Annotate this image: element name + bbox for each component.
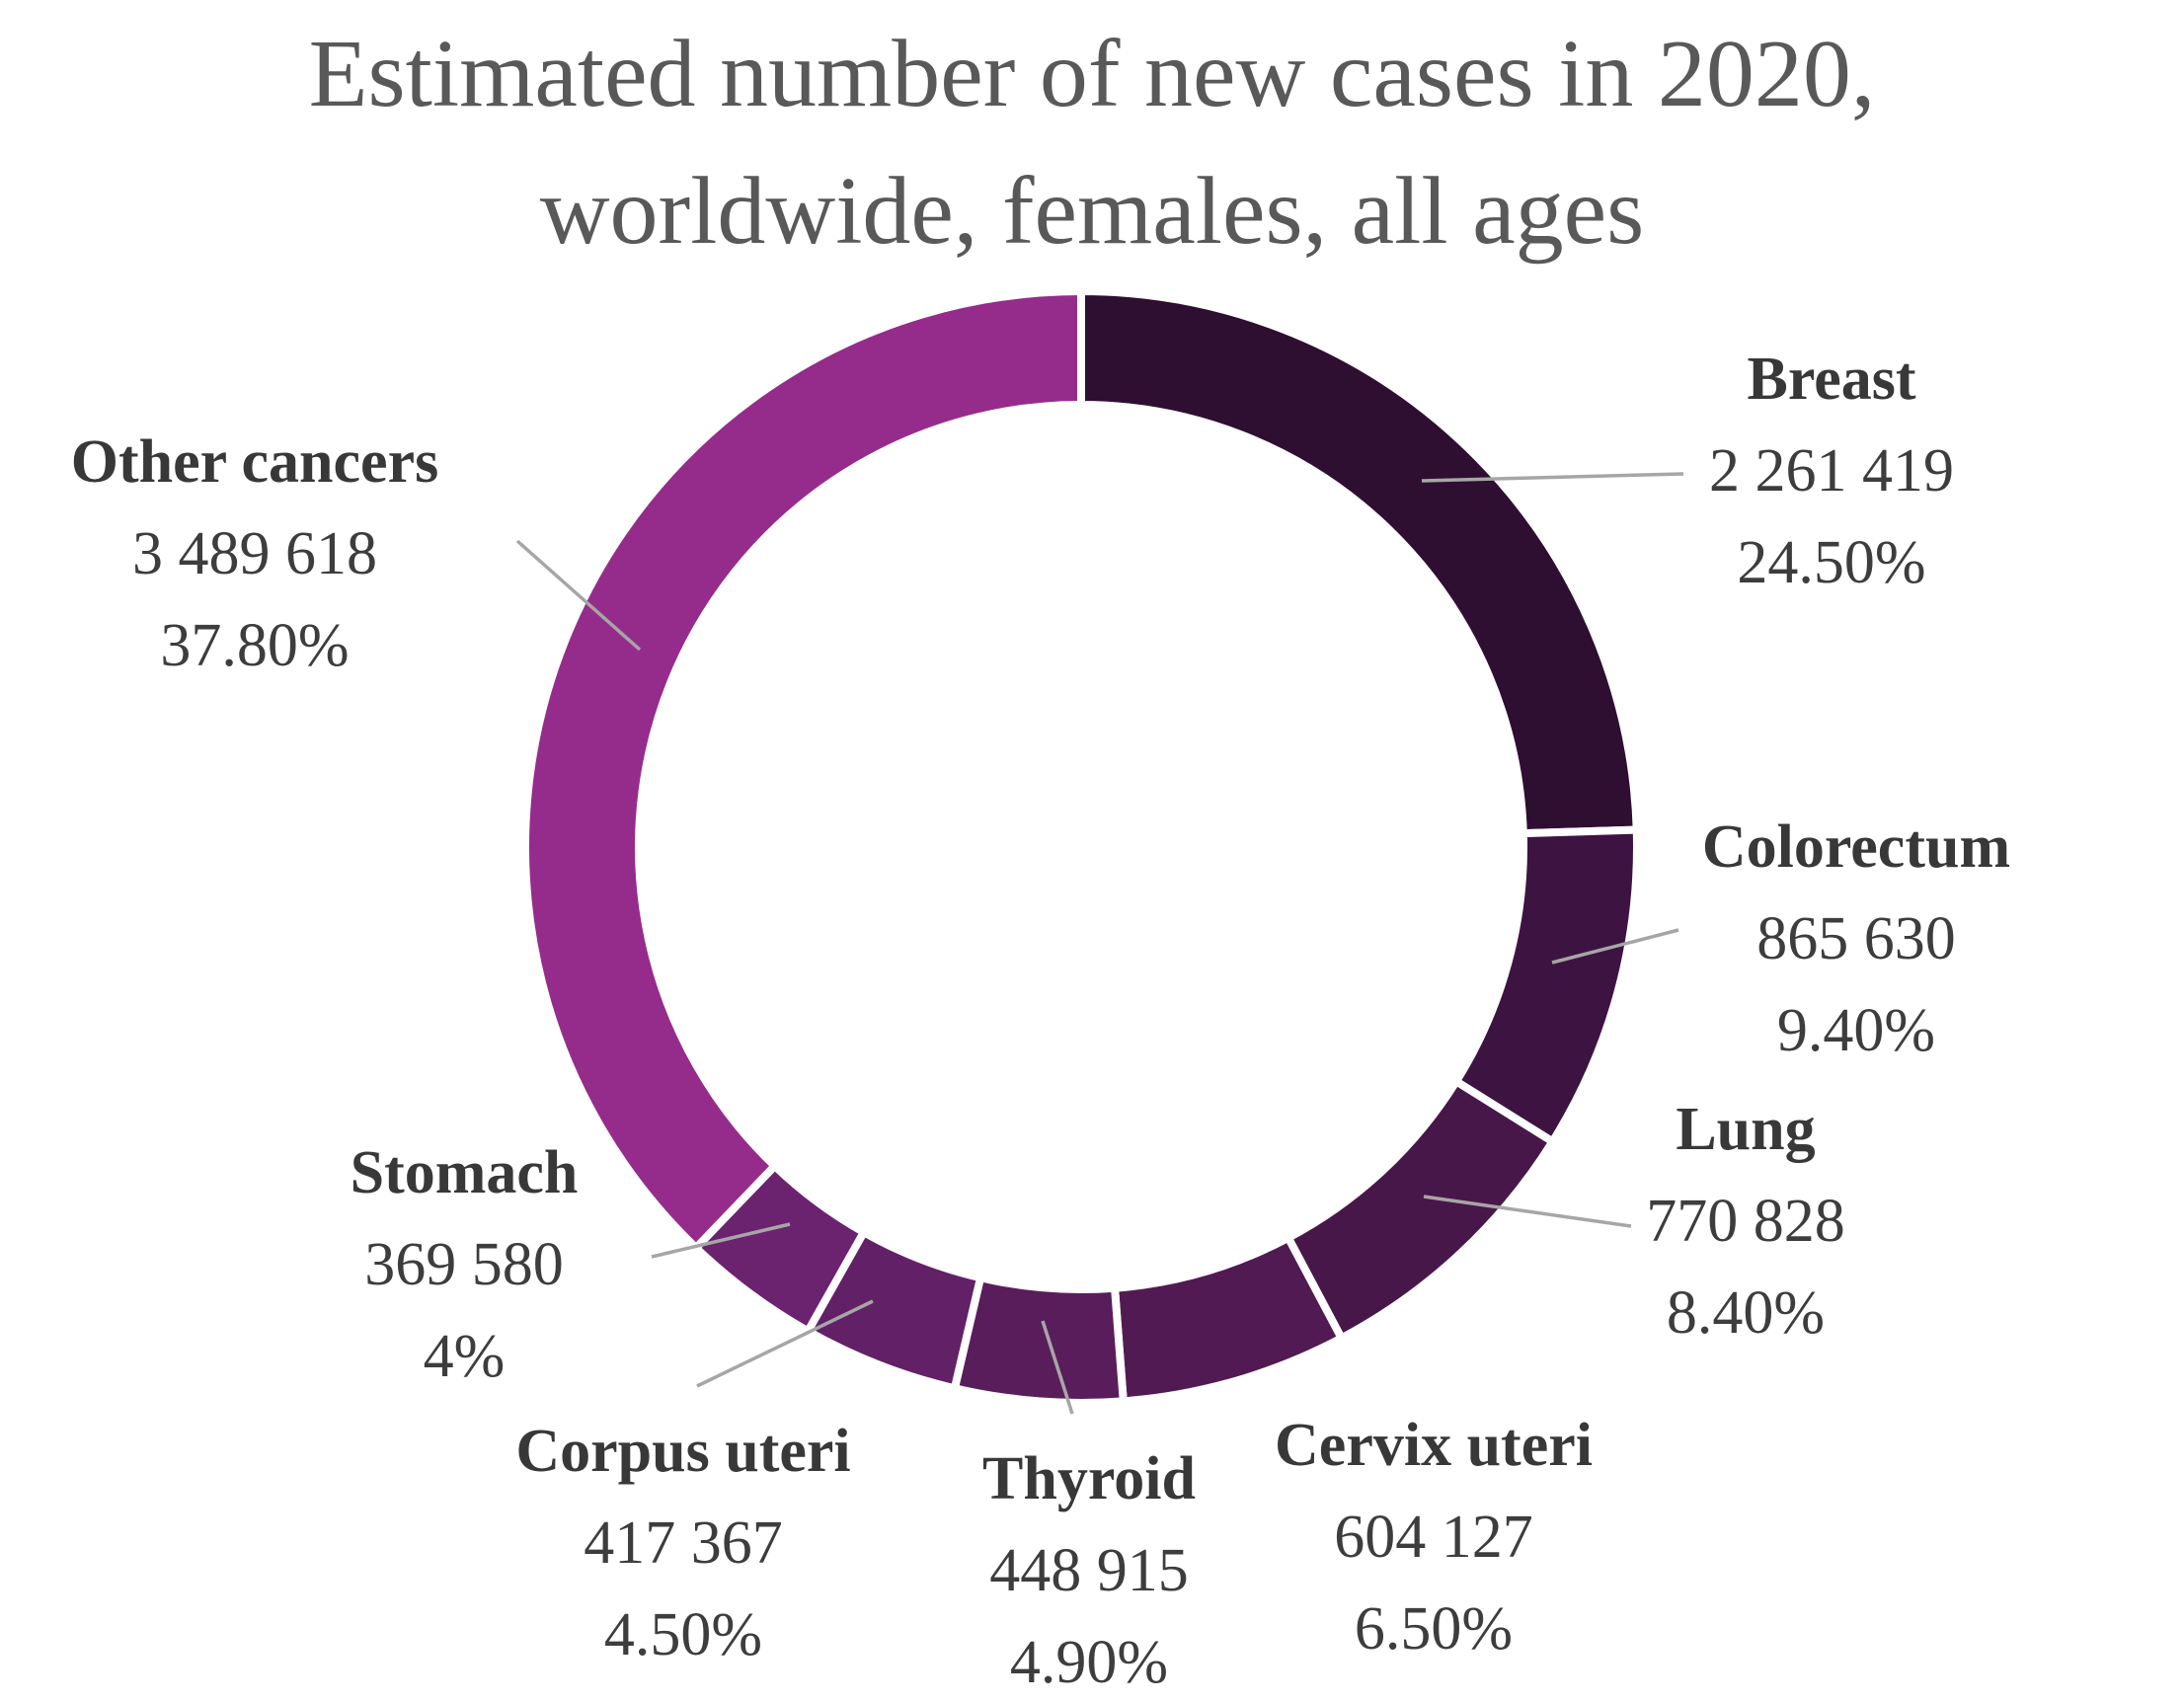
donut-slice-breast xyxy=(1077,286,1641,838)
leader-line xyxy=(1421,472,1684,483)
slice-percent: 4% xyxy=(423,1323,506,1390)
slice-value: 369 580 xyxy=(364,1231,564,1298)
label-thyroid: Thyroid 448 915 4.90% xyxy=(892,1433,1287,1702)
slice-name: Breast xyxy=(1747,346,1916,413)
label-breast: Breast 2 261 419 24.50% xyxy=(1604,334,2059,609)
leader-line xyxy=(1423,1195,1632,1228)
chart-title-line2: worldwide, females, all ages xyxy=(539,158,1645,266)
label-lung: Lung 770 828 8.40% xyxy=(1548,1084,1943,1359)
chart-title: Estimated number of new cases in 2020, w… xyxy=(0,6,2184,280)
slice-percent: 8.40% xyxy=(1666,1279,1826,1347)
chart-title-line1: Estimated number of new cases in 2020, xyxy=(308,21,1876,127)
leader-line xyxy=(1551,928,1679,965)
slice-percent: 6.50% xyxy=(1354,1595,1514,1663)
slice-name: Lung xyxy=(1676,1096,1816,1163)
slice-percent: 37.80% xyxy=(160,612,350,679)
slice-name: Cervix uteri xyxy=(1275,1412,1593,1479)
slice-value: 604 127 xyxy=(1334,1504,1533,1571)
slice-value: 770 828 xyxy=(1646,1188,1845,1255)
slice-percent: 4.50% xyxy=(603,1601,763,1668)
leader-line xyxy=(696,1299,874,1388)
label-stomach: Stomach 369 580 4% xyxy=(257,1127,671,1403)
leader-line xyxy=(1041,1320,1074,1415)
slice-value: 448 915 xyxy=(989,1537,1189,1604)
label-colorectum: Colorectum 865 630 9.40% xyxy=(1624,802,2088,1077)
label-cervix-uteri: Cervix uteri 604 127 6.50% xyxy=(1202,1400,1666,1675)
slice-name: Thyroid xyxy=(982,1445,1196,1512)
slice-value: 865 630 xyxy=(1756,905,1956,972)
slice-percent: 4.90% xyxy=(1009,1629,1169,1696)
leader-line xyxy=(651,1222,791,1259)
slice-value: 3 489 618 xyxy=(132,520,377,587)
slice-percent: 9.40% xyxy=(1776,997,1936,1064)
label-other-cancers: Other cancers 3 489 618 37.80% xyxy=(13,417,497,692)
slice-name: Corpus uteri xyxy=(515,1418,851,1485)
slice-percent: 24.50% xyxy=(1737,529,1926,596)
label-corpus-uteri: Corpus uteri 417 367 4.50% xyxy=(446,1406,920,1681)
slice-name: Colorectum xyxy=(1701,813,2011,881)
slice-value: 2 261 419 xyxy=(1709,437,1954,504)
slice-value: 417 367 xyxy=(584,1509,783,1577)
slice-name: Stomach xyxy=(350,1139,579,1206)
donut-slice-other-cancers xyxy=(520,286,1085,1254)
leader-line xyxy=(515,539,642,652)
slice-name: Other cancers xyxy=(70,428,439,496)
